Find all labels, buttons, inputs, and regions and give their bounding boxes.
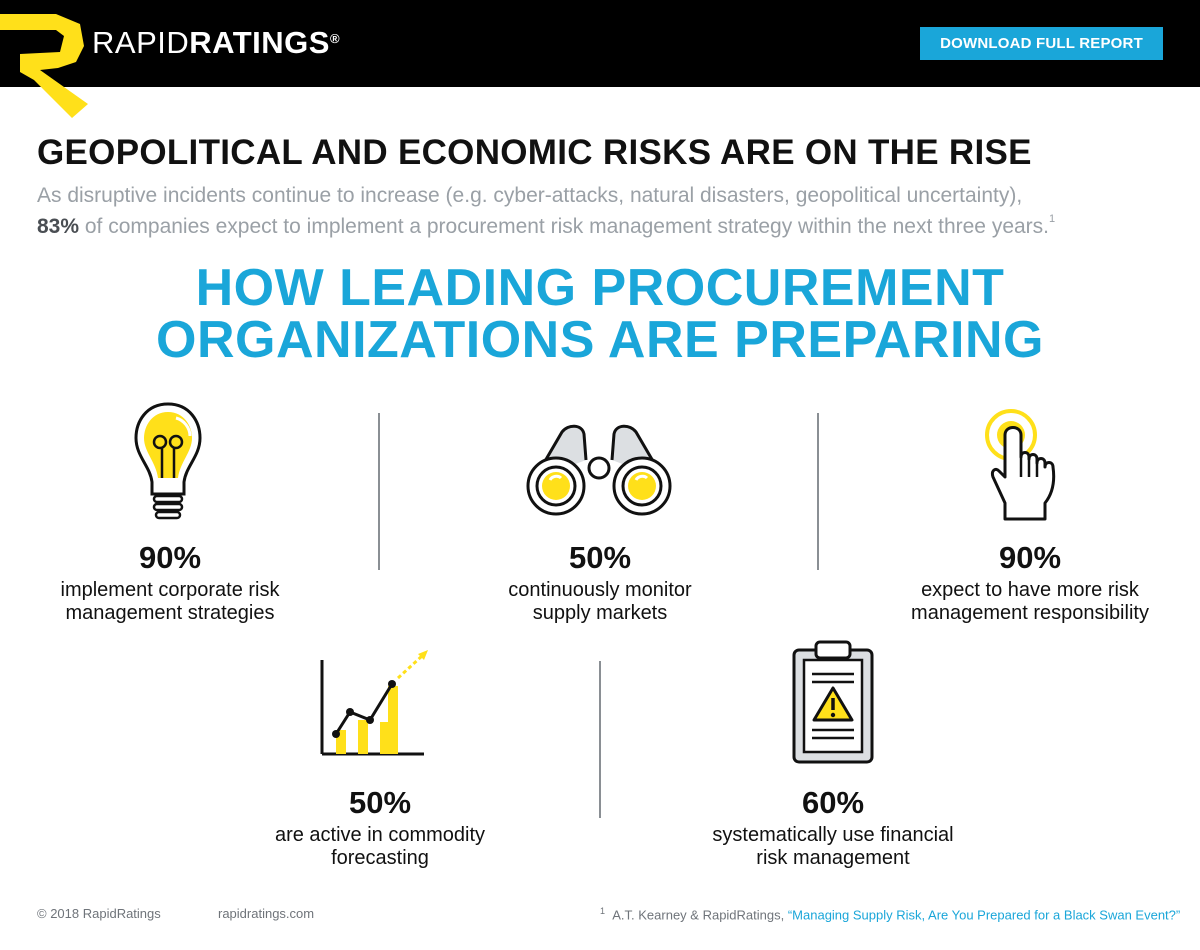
footnote-number: 1 xyxy=(600,906,606,916)
stat-description-line: are active in commodity xyxy=(274,824,486,846)
divider xyxy=(599,661,601,818)
stat-description-line: risk management xyxy=(756,847,910,869)
stat-description-line: supply markets xyxy=(532,602,668,624)
stat-item: 60% systematically use financial risk ma… xyxy=(683,786,983,870)
lightbulb-icon xyxy=(134,402,202,520)
stat-description-line: expect to have more risk xyxy=(921,579,1139,601)
stat-description-line: continuously monitor xyxy=(508,579,692,601)
stat-description: systematically use financial risk manage… xyxy=(683,824,983,870)
binoculars-icon xyxy=(526,424,672,516)
stat-item: 50% are active in commodity forecasting xyxy=(230,786,530,870)
download-full-report-button[interactable]: DOWNLOAD FULL REPORT xyxy=(920,27,1163,60)
stat-item: 90% implement corporate risk management … xyxy=(20,541,320,625)
section-heading: HOW LEADING PROCUREMENT ORGANIZATIONS AR… xyxy=(0,262,1200,366)
clipboard-warning-icon xyxy=(792,640,874,764)
intro-paragraph: As disruptive incidents continue to incr… xyxy=(37,182,1177,240)
pointing-hand-icon xyxy=(985,409,1056,521)
intro-stat: 83% xyxy=(37,215,80,238)
copyright: © 2018 RapidRatings xyxy=(37,906,161,921)
brand-name-bold: RATINGS xyxy=(189,25,330,60)
stat-description: implement corporate risk management stra… xyxy=(20,579,320,625)
section-heading-line-1: HOW LEADING PROCUREMENT xyxy=(195,259,1005,317)
stat-description-line: systematically use financial xyxy=(712,824,954,846)
stat-description-line: forecasting xyxy=(331,847,429,869)
stat-percent: 50% xyxy=(348,785,412,820)
intro-line-2: of companies expect to implement a procu… xyxy=(79,215,1049,238)
stat-description-line: management strategies xyxy=(65,602,275,624)
stat-description: are active in commodity forecasting xyxy=(230,824,530,870)
stat-percent: 60% xyxy=(801,785,865,820)
source-title-link[interactable]: “Managing Supply Risk, Are You Prepared … xyxy=(787,907,1181,923)
source-citation: 1 A.T. Kearney & RapidRatings, “Managing… xyxy=(600,906,1180,922)
stat-percent: 50% xyxy=(568,540,632,575)
stat-description-line: management responsibility xyxy=(911,602,1149,624)
page-title: GEOPOLITICAL AND ECONOMIC RISKS ARE ON T… xyxy=(37,133,1032,172)
stat-description-line: implement corporate risk xyxy=(60,579,280,601)
stat-item: 50% continuously monitor supply markets xyxy=(450,541,750,625)
intro-line-1: As disruptive incidents continue to incr… xyxy=(37,184,1023,207)
line-chart-icon xyxy=(320,650,428,756)
section-heading-line-2: ORGANIZATIONS ARE PREPARING xyxy=(156,311,1044,369)
stat-percent: 90% xyxy=(998,540,1062,575)
brand-name[interactable]: RAPIDRATINGS® xyxy=(92,26,340,60)
stat-item: 90% expect to have more risk management … xyxy=(880,541,1180,625)
source-author: A.T. Kearney & RapidRatings, xyxy=(612,907,788,923)
stat-description: expect to have more risk management resp… xyxy=(880,579,1180,625)
website-link[interactable]: rapidratings.com xyxy=(218,906,315,921)
stat-description: continuously monitor supply markets xyxy=(450,579,750,625)
registered-mark: ® xyxy=(329,31,341,46)
brand-name-light: RAPID xyxy=(92,25,190,60)
rapidratings-logo-mark xyxy=(0,14,88,118)
divider xyxy=(817,413,819,570)
divider xyxy=(378,413,380,570)
footnote-ref: 1 xyxy=(1049,213,1056,225)
stat-percent: 90% xyxy=(138,540,202,575)
